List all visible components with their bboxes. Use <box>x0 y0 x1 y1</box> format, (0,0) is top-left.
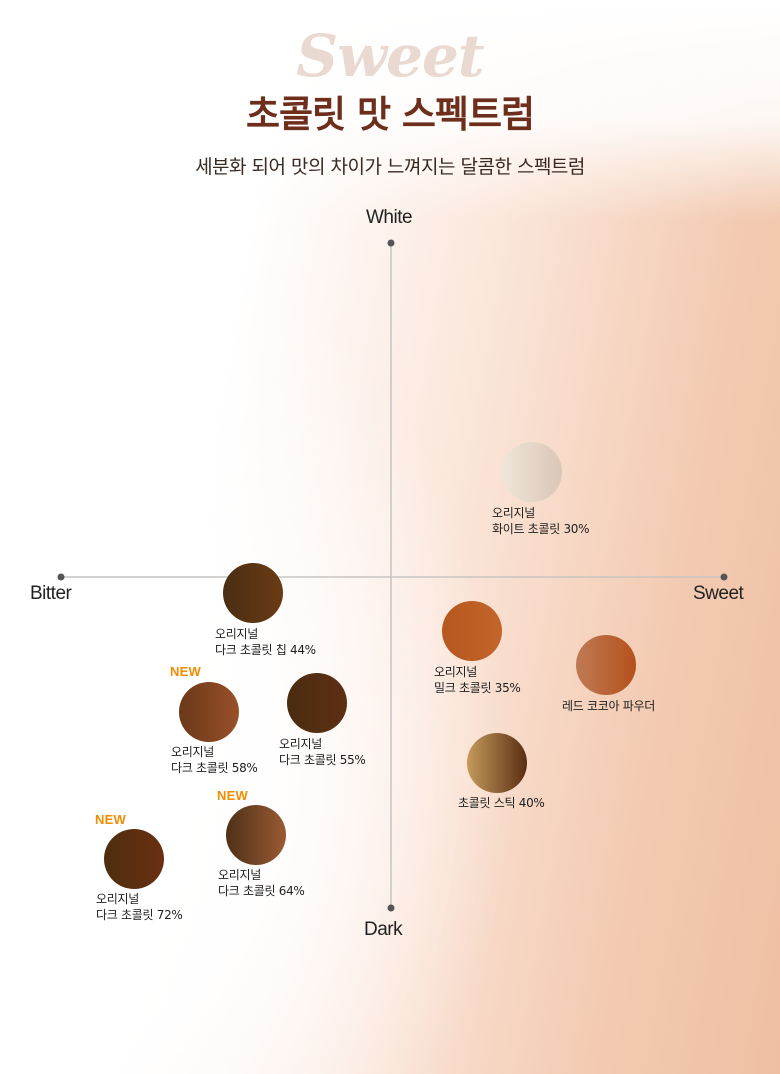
product-label: 오리지널 밀크 초콜릿 35% <box>434 665 521 695</box>
chocolate-swatch <box>576 635 636 695</box>
chocolate-swatch <box>467 733 527 793</box>
page-subtitle: 세분화 되어 맛의 차이가 느껴지는 달콤한 스펙트럼 <box>195 156 585 178</box>
axis-end-top <box>387 239 395 247</box>
axis-end-bottom <box>387 904 395 912</box>
sweet-script-word: Sweet <box>296 22 484 90</box>
product-label: 오리지널 다크 초콜릿 64% <box>218 868 305 898</box>
axis-label-sweet: Sweet <box>693 583 744 604</box>
axis-end-left <box>57 573 65 581</box>
product-label: 오리지널 다크 초콜릿 55% <box>279 737 366 767</box>
product-label: 오리지널 다크 초콜릿 58% <box>171 745 258 775</box>
product-label: 레드 코코아 파우더 <box>562 699 655 713</box>
axis-label-dark: Dark <box>364 919 403 940</box>
axis-label-white: White <box>366 207 413 228</box>
chocolate-swatch <box>226 805 286 865</box>
chocolate-swatch <box>442 601 502 661</box>
new-badge: NEW <box>170 664 201 679</box>
product-label: 초콜릿 스틱 40% <box>458 796 545 810</box>
axis-label-bitter: Bitter <box>30 583 72 604</box>
page-title: 초콜릿 맛 스펙트럼 <box>245 93 535 136</box>
product-label: 오리지널 화이트 초콜릿 30% <box>492 506 590 536</box>
new-badge: NEW <box>217 788 248 803</box>
chocolate-swatch <box>287 673 347 733</box>
new-badge: NEW <box>95 812 126 827</box>
header-background <box>0 0 780 220</box>
axis-end-right <box>720 573 728 581</box>
chocolate-swatch <box>502 442 562 502</box>
product-label: 오리지널 다크 초콜릿 72% <box>96 892 183 922</box>
chocolate-swatch <box>223 563 283 623</box>
chocolate-swatch <box>179 682 239 742</box>
product-label: 오리지널 다크 초콜릿 칩 44% <box>215 627 316 657</box>
chocolate-swatch <box>104 829 164 889</box>
